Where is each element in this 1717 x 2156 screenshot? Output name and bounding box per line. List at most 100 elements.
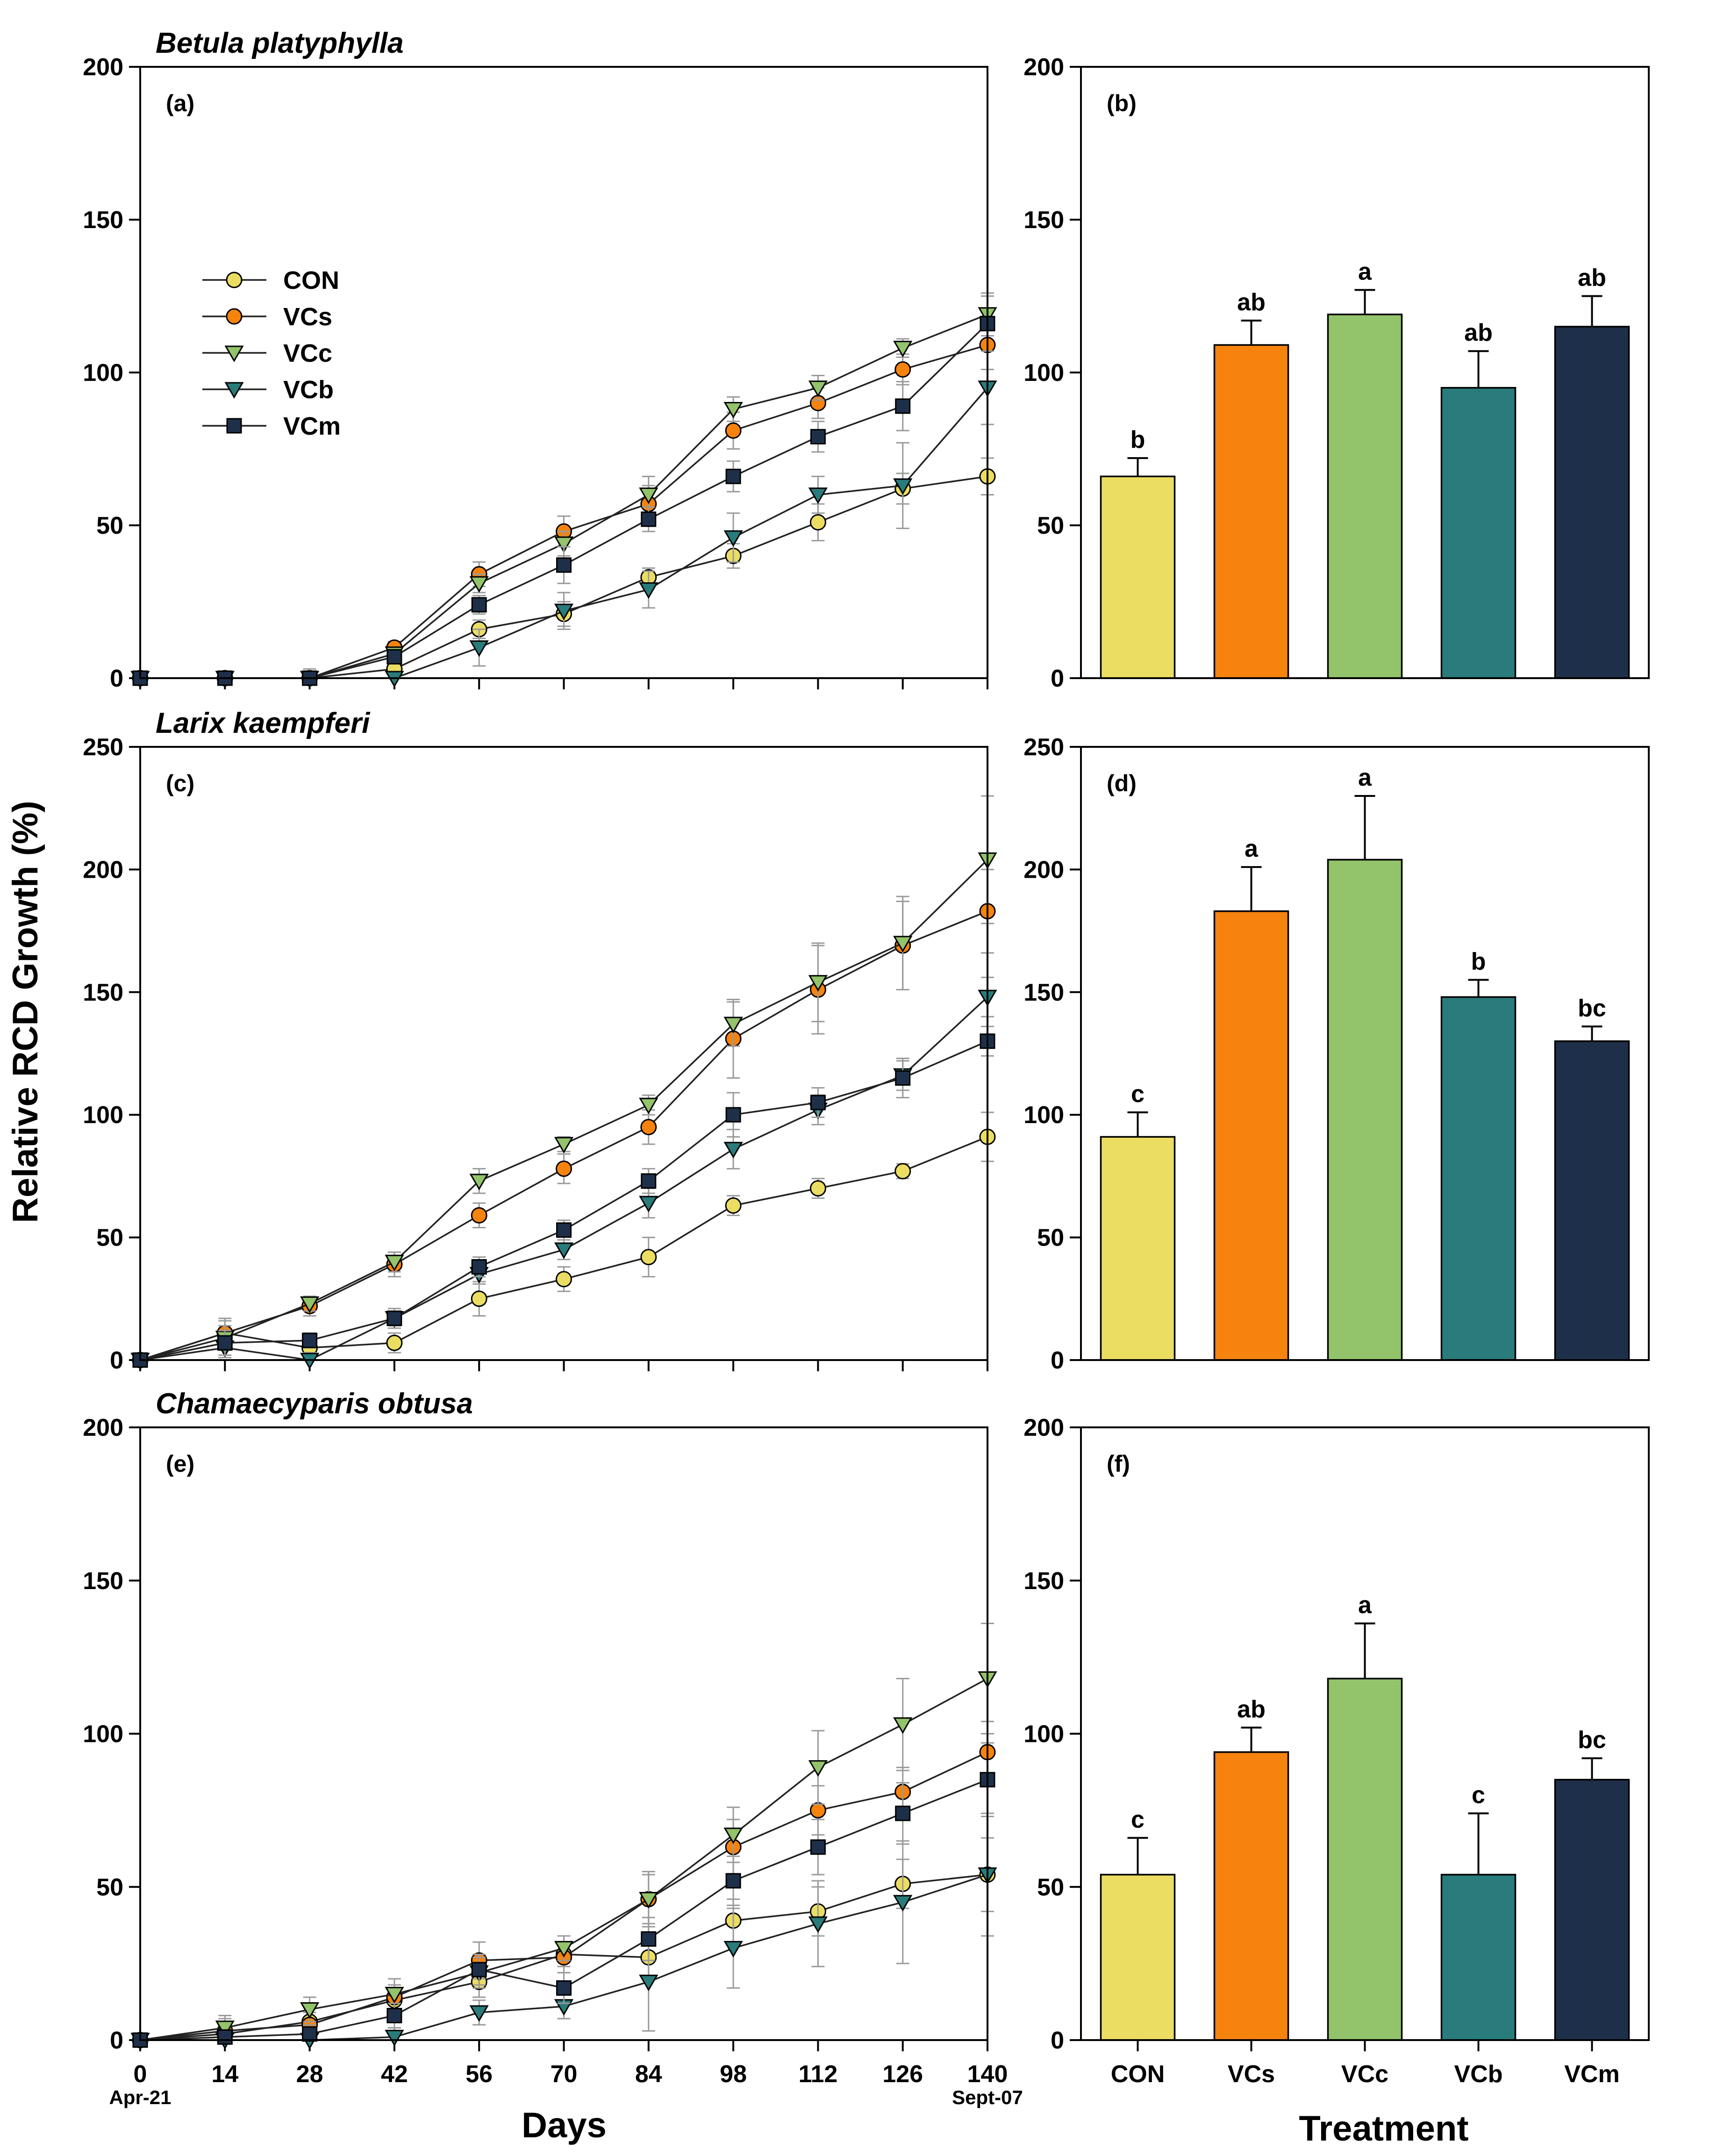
x-tick-label: 70 xyxy=(551,2061,578,2088)
data-point xyxy=(556,1222,572,1238)
data-point xyxy=(217,1335,233,1351)
significance-letter: c xyxy=(1131,1806,1145,1833)
data-point xyxy=(385,1254,404,1272)
legend-label: VCc xyxy=(283,339,332,367)
plot-area xyxy=(130,795,997,1369)
data-point xyxy=(895,1070,911,1086)
panel-b: 0 50 100 150 200 (b) b ab a ab ab xyxy=(1023,54,1650,692)
data-point xyxy=(554,1242,574,1259)
legend-item-VCb: VCb xyxy=(202,376,334,404)
bar xyxy=(1554,326,1630,679)
chart-panels: 0 50 100 150 200 (a) Betula platyphylla 0 50 100 1… xyxy=(83,27,1650,2088)
bar xyxy=(1213,344,1289,679)
y-tick-label: 50 xyxy=(1037,1874,1064,1901)
data-point xyxy=(808,380,828,397)
panel-label: (f) xyxy=(1107,1451,1130,1477)
y-axis-title: Relative RCD Growth (%) xyxy=(6,801,45,1223)
x-axis-title-treatment: Treatment xyxy=(1299,2109,1468,2149)
category-label: VCc xyxy=(1341,2061,1388,2088)
data-point xyxy=(640,1249,657,1266)
plot-frame xyxy=(139,66,988,679)
legend-item-CON: CON xyxy=(202,266,339,294)
y-tick-label: 0 xyxy=(110,2027,123,2054)
data-point xyxy=(893,1895,913,1912)
y-tick-label: 0 xyxy=(1051,2027,1064,2054)
bar-CON: c xyxy=(1100,1081,1176,1361)
panel-c: 0 50 100 150 200 250 (c) Larix kaempferi xyxy=(83,707,997,1374)
data-point xyxy=(385,1987,404,2004)
significance-letter: c xyxy=(1131,1081,1145,1108)
y-tick-label: 100 xyxy=(83,1721,123,1748)
x-tick-label: 28 xyxy=(296,2061,323,2088)
y-tick-label: 100 xyxy=(1023,1102,1064,1129)
data-point xyxy=(808,1760,828,1777)
data-point xyxy=(386,1311,402,1326)
y-tick-label: 0 xyxy=(110,665,123,692)
data-point xyxy=(894,361,911,378)
species-title: Chamaecyparis obtusa xyxy=(156,1388,473,1420)
bar xyxy=(1554,1779,1630,2041)
panel-label: (a) xyxy=(166,90,194,116)
y-tick-label: 100 xyxy=(83,359,123,387)
bar-VCs: ab xyxy=(1213,289,1289,679)
data-point xyxy=(809,514,826,530)
significance-letter: a xyxy=(1358,764,1372,791)
data-point xyxy=(893,1717,913,1734)
y-tick-label: 200 xyxy=(83,1414,123,1441)
panel-label: (b) xyxy=(1107,90,1137,116)
legend-item-VCc: VCc xyxy=(202,339,332,367)
bar-VCb: c VCb xyxy=(1440,1782,1517,2088)
bar-VCb: b xyxy=(1440,948,1517,1361)
series-line xyxy=(140,910,988,1361)
data-point xyxy=(723,530,743,547)
legend-item-VCm: VCm xyxy=(202,412,341,440)
data-point xyxy=(893,478,913,495)
bar xyxy=(1440,1874,1517,2041)
bar xyxy=(1100,475,1176,679)
bar xyxy=(1440,996,1517,1361)
data-point xyxy=(469,2005,489,2022)
data-point xyxy=(895,1805,911,1821)
data-point xyxy=(723,1017,743,1034)
legend-label: VCs xyxy=(283,303,332,331)
x-tick-label: 112 xyxy=(798,2061,837,2088)
data-point xyxy=(893,936,913,953)
species-title: Betula platyphylla xyxy=(156,27,404,59)
legend-marker xyxy=(226,418,242,434)
panel-label: (e) xyxy=(166,1451,194,1477)
data-point xyxy=(725,468,741,484)
bar xyxy=(1100,1874,1176,2041)
significance-letter: b xyxy=(1471,948,1486,975)
significance-letter: ab xyxy=(1578,265,1606,292)
x-tick-label: 56 xyxy=(465,2061,493,2088)
plot-frame xyxy=(1080,746,1650,1361)
data-point xyxy=(810,1095,826,1110)
bar-CON: b xyxy=(1100,426,1176,679)
legend-item-VCs: VCs xyxy=(202,303,332,331)
bar-VCc: a xyxy=(1327,764,1403,1361)
y-tick-label: 200 xyxy=(1023,1414,1064,1441)
bar-VCb: ab xyxy=(1440,319,1517,679)
category-label: CON xyxy=(1111,2061,1165,2088)
significance-letter: c xyxy=(1472,1782,1485,1809)
y-tick-label: 150 xyxy=(1023,979,1064,1006)
x-tick-label: 140 xyxy=(967,2061,1008,2088)
data-point xyxy=(723,401,743,419)
data-point xyxy=(639,582,658,599)
bar xyxy=(1213,910,1289,1361)
panel-d: 0 50 100 150 200 250 (d) c a a b bc xyxy=(1023,734,1650,1374)
y-tick-label: 200 xyxy=(1023,54,1064,81)
bar xyxy=(1554,1040,1630,1361)
significance-letter: a xyxy=(1245,835,1259,862)
bar xyxy=(1327,1677,1403,2041)
data-point xyxy=(639,1196,658,1213)
significance-letter: bc xyxy=(1578,995,1606,1022)
y-tick-label: 50 xyxy=(1037,512,1064,539)
plot-area xyxy=(130,292,997,688)
data-point xyxy=(894,1163,911,1180)
data-point xyxy=(471,1259,487,1275)
plot-frame xyxy=(1080,66,1650,679)
significance-letter: a xyxy=(1358,1592,1372,1619)
bar-CON: c CON xyxy=(1100,1806,1176,2088)
